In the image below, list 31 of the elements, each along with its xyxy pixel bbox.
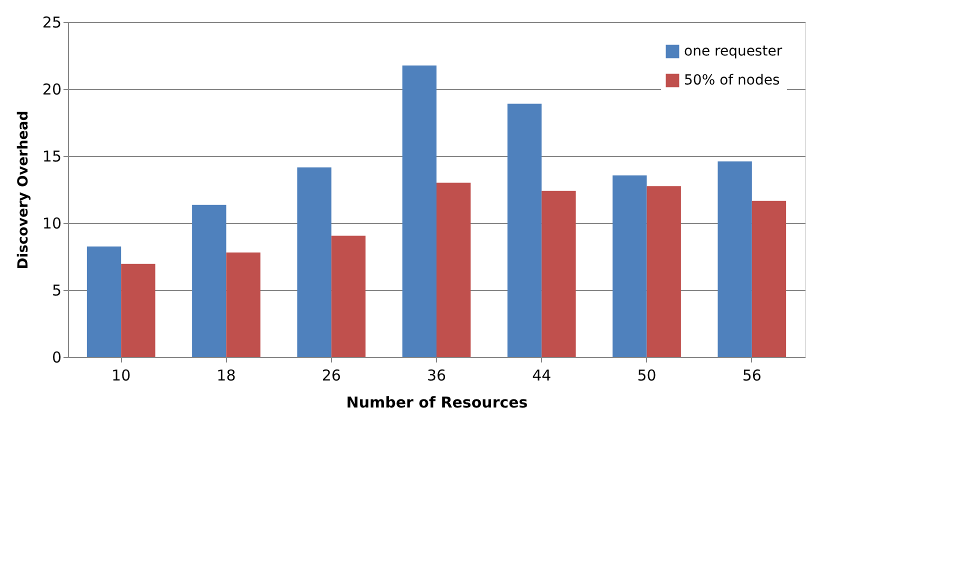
x-tick-label: 18 bbox=[216, 366, 236, 384]
x-tick-label: 36 bbox=[426, 366, 446, 384]
bar bbox=[646, 186, 681, 357]
y-tick-label: 10 bbox=[42, 214, 62, 232]
bar bbox=[226, 252, 260, 357]
x-tick-label: 44 bbox=[532, 366, 552, 384]
bar bbox=[542, 190, 576, 357]
bar bbox=[331, 236, 366, 357]
x-tick-label: 56 bbox=[742, 366, 762, 384]
y-tick-label: 5 bbox=[52, 282, 62, 300]
bar bbox=[752, 200, 786, 357]
x-tick-label: 26 bbox=[322, 366, 341, 384]
x-tick-label: 50 bbox=[637, 366, 656, 384]
legend-label: one requester bbox=[684, 44, 782, 60]
bar bbox=[192, 204, 226, 357]
bar bbox=[402, 66, 436, 357]
bar bbox=[121, 264, 156, 357]
bar bbox=[297, 167, 332, 357]
y-tick-label: 20 bbox=[42, 80, 62, 98]
legend-label: 50% of nodes bbox=[684, 72, 780, 88]
y-tick-label: 0 bbox=[52, 348, 62, 366]
bar bbox=[612, 175, 647, 357]
x-tick-label: 10 bbox=[112, 366, 131, 384]
bar bbox=[718, 161, 752, 357]
x-axis-title: Number of Resources bbox=[346, 394, 528, 412]
y-axis-title: Discovery Overhead bbox=[15, 110, 32, 270]
y-tick-label: 25 bbox=[42, 14, 62, 32]
y-tick-label: 15 bbox=[42, 148, 62, 166]
bar bbox=[86, 246, 122, 357]
bar bbox=[507, 104, 542, 357]
bar bbox=[436, 182, 471, 357]
